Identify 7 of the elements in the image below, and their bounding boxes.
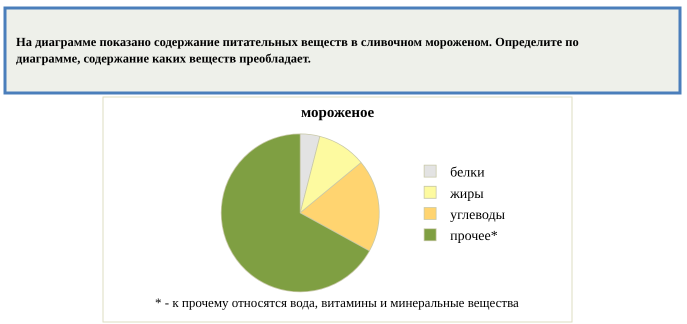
legend-label: прочее*: [450, 229, 498, 244]
text: * - к прочему относятся вода, витамины и минеральные вещества: [155, 295, 520, 310]
legend-label: жиры: [449, 186, 484, 202]
legend-label: углеводы: [450, 208, 506, 223]
legend-label: белки: [450, 166, 486, 181]
text: На диаграмме показано содержание питательных веществ в сливочном мороженом. Определите по диаграмме, содержание каких веществ преобладает.: [16, 35, 579, 66]
chart-title: мороженое: [301, 105, 374, 121]
